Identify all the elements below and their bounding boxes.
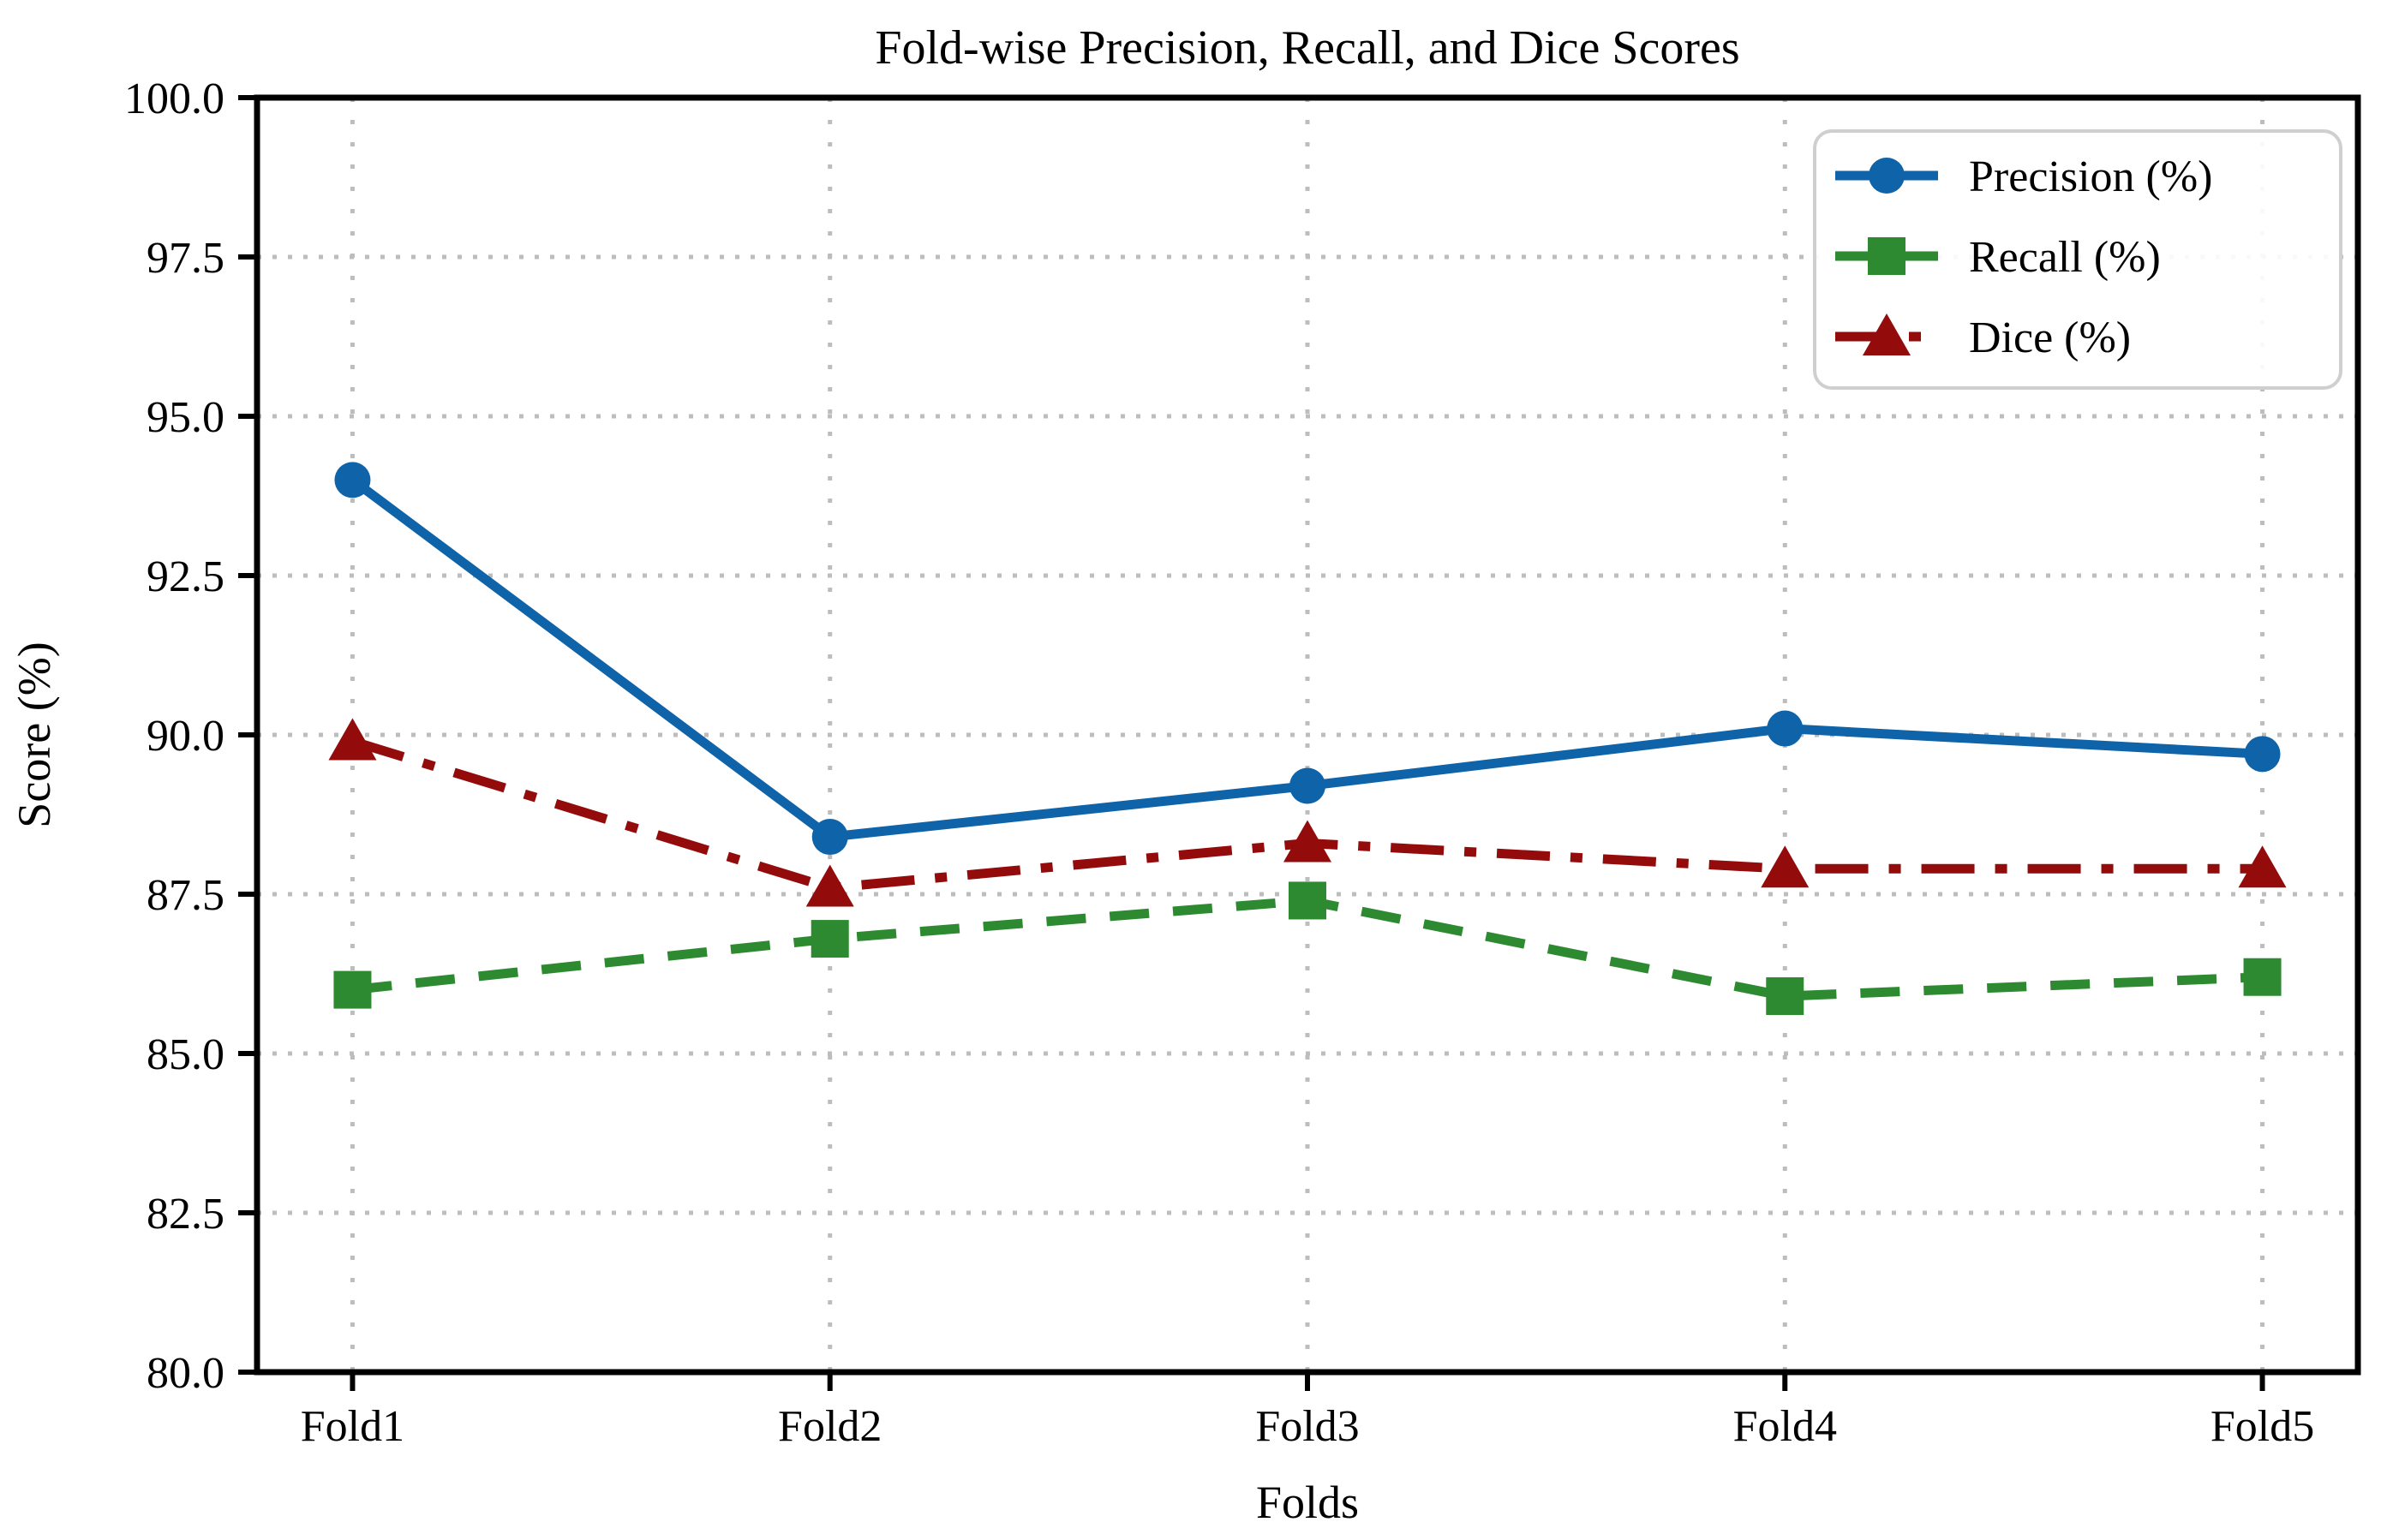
recall-marker-fold5 (2243, 958, 2282, 996)
y-tick-label: 97.5 (147, 234, 224, 283)
precision-marker-fold2 (811, 819, 848, 856)
legend-triangle-icon (1863, 313, 1911, 355)
precision-marker-fold4 (1767, 710, 1804, 747)
x-tick-label: Fold3 (1255, 1402, 1359, 1451)
legend-circle-icon (1869, 158, 1905, 194)
y-tick-label: 85.0 (147, 1030, 224, 1079)
legend-label-dice: Dice (%) (1969, 313, 2131, 362)
data-series (328, 462, 2287, 1016)
x-axis-label: Folds (1256, 1477, 1359, 1528)
dice-marker-fold1 (328, 718, 377, 761)
recall-marker-fold1 (333, 970, 372, 1009)
axis-ticks (238, 95, 2265, 1391)
dice-marker-fold2 (805, 864, 854, 907)
dice-marker-fold4 (1761, 845, 1810, 888)
x-tick-label: Fold5 (2211, 1402, 2314, 1451)
legend-label-precision: Precision (%) (1969, 152, 2212, 201)
dice-marker-fold5 (2238, 845, 2287, 888)
recall-marker-fold4 (1766, 977, 1804, 1016)
tick-labels: 100.0 97.5 95.0 92.5 90.0 87.5 85.0 82.5 80.0 Fol… (124, 75, 2314, 1451)
y-tick-label: 92.5 (147, 552, 224, 601)
x-tick-label: Fold4 (1733, 1402, 1837, 1451)
x-tick-label: Fold1 (301, 1402, 404, 1451)
precision-marker-fold1 (334, 462, 371, 498)
recall-marker-fold3 (1289, 881, 1326, 920)
legend-square-icon (1868, 237, 1905, 275)
legend-label-recall: Recall (%) (1969, 233, 2161, 282)
legend: Precision (%) Recall (%) Dice (%) (1813, 129, 2342, 390)
legend-box (1813, 129, 2342, 390)
y-tick-label: 80.0 (147, 1349, 224, 1398)
precision-marker-fold3 (1289, 767, 1325, 804)
chart-title: Fold-wise Precision, Recall, and Dice Sc… (875, 21, 1739, 75)
y-axis-label: Score (%) (9, 642, 60, 827)
y-tick-label: 82.5 (147, 1190, 224, 1239)
y-tick-label: 100.0 (124, 75, 224, 123)
y-tick-label: 87.5 (147, 871, 224, 920)
y-tick-label: 90.0 (147, 712, 224, 761)
y-tick-label: 95.0 (147, 393, 224, 442)
x-tick-label: Fold2 (778, 1402, 882, 1451)
precision-marker-fold5 (2244, 736, 2281, 773)
dice-marker-fold3 (1283, 820, 1331, 863)
recall-marker-fold2 (811, 920, 849, 958)
